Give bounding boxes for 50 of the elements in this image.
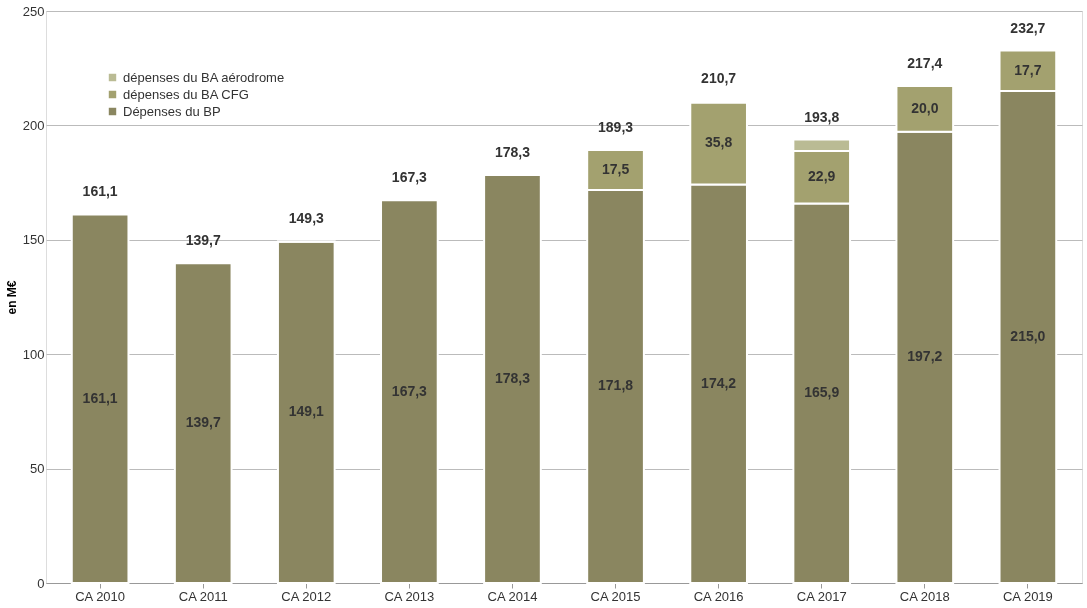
x-tick-label: CA 2018	[899, 588, 950, 604]
data-label: 174,2	[701, 374, 737, 391]
bar	[483, 174, 542, 584]
total-label: 167,3	[391, 169, 428, 186]
y-tick-label: 200	[22, 117, 45, 133]
y-axis-title: en M€	[4, 280, 19, 315]
bar	[173, 262, 233, 584]
data-label: 161,1	[82, 389, 118, 406]
x-tick-label: CA 2010	[75, 588, 126, 604]
total-label: 178,3	[494, 144, 531, 161]
x-tick-label: CA 2011	[178, 588, 228, 604]
data-label: 17,5	[601, 160, 630, 177]
x-tick-label: CA 2015	[590, 588, 641, 604]
x-tick-label: CA 2012	[281, 588, 332, 604]
bar	[70, 213, 130, 584]
total-label: 189,3	[598, 118, 634, 135]
data-label: 17,7	[1014, 61, 1042, 78]
data-label: 197,2	[907, 348, 943, 365]
total-label: 139,7	[185, 232, 221, 249]
data-label: 167,3	[391, 382, 428, 399]
x-tick-label: CA 2014	[487, 588, 538, 604]
total-label: 161,1	[82, 183, 118, 200]
legend-label: dépenses du BA aérodrome	[123, 69, 285, 85]
data-label: 22,9	[808, 168, 836, 185]
y-tick-label: 0	[37, 575, 45, 591]
y-tick-label: 250	[22, 3, 45, 19]
total-label: 217,4	[907, 54, 943, 71]
data-label: 35,8	[705, 134, 733, 151]
legend-label: Dépenses du BP	[123, 103, 221, 119]
x-tick-label: CA 2016	[693, 588, 744, 604]
data-label: 165,9	[804, 384, 840, 401]
data-label: 20,0	[911, 99, 939, 116]
y-tick-label: 100	[22, 346, 45, 362]
data-label: 178,3	[494, 370, 531, 387]
data-label: 139,7	[185, 414, 221, 431]
x-tick-label: CA 2017	[796, 588, 847, 604]
x-tick-label: CA 2019	[1002, 588, 1053, 604]
data-label: 171,8	[598, 377, 634, 394]
x-tick-label: CA 2013	[384, 588, 435, 604]
total-label: 232,7	[1010, 19, 1046, 36]
y-tick-label: 50	[30, 461, 45, 477]
data-label: 215,0	[1010, 328, 1046, 345]
total-label: 193,8	[804, 108, 840, 125]
data-label: 149,1	[288, 403, 325, 420]
bar	[380, 199, 439, 584]
legend-label: dépenses du BA CFG	[123, 86, 249, 102]
total-label: 210,7	[701, 69, 737, 86]
bar	[276, 240, 336, 584]
total-label: 149,3	[288, 210, 325, 227]
y-tick-label: 150	[22, 232, 45, 248]
